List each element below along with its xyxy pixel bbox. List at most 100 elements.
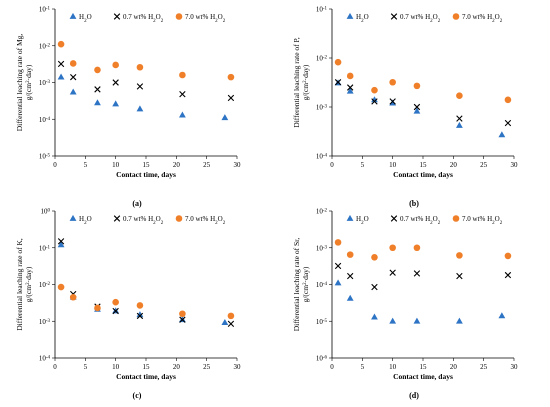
x-tick-label: 30 bbox=[234, 363, 242, 371]
x-tick-label: 10 bbox=[389, 363, 397, 371]
point-p70 bbox=[136, 63, 144, 71]
x-tick-label: 25 bbox=[480, 363, 488, 371]
point-p70 bbox=[112, 298, 119, 306]
x-tick-label: 5 bbox=[84, 363, 88, 371]
point-p07 bbox=[179, 316, 186, 323]
y-tick-label: 100 bbox=[41, 208, 51, 216]
y-axis-label-line2: g/(cm2·day) bbox=[24, 64, 33, 100]
y-tick-label: 10-1 bbox=[39, 244, 51, 252]
chart-panel-c: 10-4 10-3 10-2 10-1 100 0 5 10 15 20 25 30 Contact t… bbox=[15, 208, 241, 401]
x-tick-label: 5 bbox=[361, 363, 365, 371]
legend: H2O 0.7 wt% H2O2 7.0 wt% H2O2 bbox=[346, 12, 503, 24]
legend-x-marker bbox=[113, 13, 121, 20]
point-p70 bbox=[136, 302, 144, 309]
point-h2o bbox=[456, 317, 463, 324]
point-h2o bbox=[371, 313, 378, 320]
point-p07 bbox=[179, 91, 186, 98]
point-p07 bbox=[57, 238, 65, 245]
y-tick-label: 10-6 bbox=[316, 355, 328, 363]
point-p70 bbox=[69, 60, 77, 67]
legend-label-h2o: H2O bbox=[356, 13, 369, 24]
x-tick-label: 20 bbox=[450, 363, 458, 371]
point-h2o bbox=[112, 100, 120, 107]
y-tick-label: 10-4 bbox=[316, 281, 328, 289]
y-tick-label: 10-1 bbox=[316, 6, 328, 14]
point-h2o bbox=[346, 87, 354, 94]
legend-label-p70: 7.0 wt% H2O2 bbox=[462, 215, 503, 226]
point-h2o bbox=[413, 107, 421, 114]
legend-circle-marker bbox=[175, 215, 183, 222]
point-h2o bbox=[498, 312, 506, 319]
x-tick-label: 20 bbox=[450, 161, 458, 169]
point-p07 bbox=[136, 83, 144, 90]
x-tick-label: 25 bbox=[480, 161, 488, 169]
point-p07 bbox=[371, 283, 378, 291]
point-h2o bbox=[69, 88, 77, 95]
x-tick-label: 20 bbox=[173, 363, 181, 371]
legend: H2O 0.7 wt% H2O2 7.0 wt% H2O2 bbox=[69, 214, 226, 226]
legend-label-p07: 0.7 wt% H2O2 bbox=[123, 13, 164, 24]
point-h2o bbox=[136, 311, 144, 318]
point-p70 bbox=[69, 293, 77, 301]
point-p70 bbox=[57, 40, 65, 48]
x-axis-label: Contact time, days bbox=[116, 372, 176, 381]
panel-label: (b) bbox=[409, 199, 419, 208]
legend-x-marker bbox=[390, 13, 398, 20]
point-p70 bbox=[334, 239, 342, 246]
x-tick-label: 30 bbox=[511, 363, 519, 371]
point-h2o bbox=[498, 131, 506, 138]
panel-label: (c) bbox=[133, 391, 142, 400]
legend-circle-marker bbox=[452, 13, 460, 20]
point-p07 bbox=[347, 84, 354, 91]
point-p70 bbox=[94, 304, 101, 312]
x-tick-label: 5 bbox=[361, 161, 365, 169]
legend-label-p07: 0.7 wt% H2O2 bbox=[123, 215, 164, 226]
legend: H2O 0.7 wt% H2O2 7.0 wt% H2O2 bbox=[346, 214, 503, 226]
x-axis-label: Contact time, days bbox=[393, 372, 453, 381]
legend-label-h2o: H2O bbox=[79, 13, 92, 24]
point-p70 bbox=[334, 58, 342, 66]
y-tick-label: 10-5 bbox=[39, 153, 51, 161]
y-tick-label: 10-2 bbox=[39, 42, 51, 50]
y-tick-label: 10-4 bbox=[316, 153, 328, 161]
legend-triangle-marker bbox=[346, 214, 354, 221]
point-h2o bbox=[57, 73, 65, 80]
chart-panel-d: 10-6 10-5 10-4 10-3 10-2 0 5 10 15 20 25 30 Contact … bbox=[292, 208, 518, 401]
legend-label-p07: 0.7 wt% H2O2 bbox=[400, 215, 441, 226]
point-p70 bbox=[371, 253, 378, 261]
point-p07 bbox=[389, 98, 396, 105]
y-tick-label: 10-4 bbox=[39, 116, 51, 124]
point-p70 bbox=[346, 251, 354, 258]
point-p70 bbox=[179, 310, 186, 318]
point-p07 bbox=[57, 60, 65, 68]
legend-label-p70: 7.0 wt% H2O2 bbox=[462, 13, 503, 24]
x-tick-label: 30 bbox=[234, 161, 242, 169]
point-h2o bbox=[456, 121, 463, 128]
legend-label-p70: 7.0 wt% H2O2 bbox=[185, 13, 226, 24]
legend-label-h2o: H2O bbox=[79, 215, 92, 226]
point-p07 bbox=[227, 320, 235, 328]
point-p07 bbox=[389, 269, 396, 276]
x-tick-label: 10 bbox=[112, 161, 120, 169]
x-tick-label: 10 bbox=[389, 161, 397, 169]
x-tick-label: 15 bbox=[143, 161, 151, 169]
point-p07 bbox=[371, 98, 378, 105]
panel-label: (a) bbox=[132, 199, 142, 208]
x-axis-label: Contact time, days bbox=[393, 170, 453, 179]
x-tick-label: 15 bbox=[420, 161, 428, 169]
point-h2o bbox=[371, 96, 378, 103]
point-p07 bbox=[227, 94, 235, 102]
y-tick-label: 10-3 bbox=[316, 104, 328, 112]
point-h2o bbox=[346, 294, 354, 301]
y-tick-label: 10-4 bbox=[39, 355, 51, 363]
y-tick-label: 10-5 bbox=[316, 318, 328, 326]
point-p70 bbox=[456, 252, 463, 259]
y-tick-label: 10-2 bbox=[39, 281, 51, 289]
point-p70 bbox=[227, 312, 235, 320]
legend-x-marker bbox=[390, 215, 398, 222]
legend-circle-marker bbox=[175, 13, 183, 20]
point-p07 bbox=[334, 262, 342, 270]
panel-label: (d) bbox=[409, 391, 419, 400]
legend: H2O 0.7 wt% H2O2 7.0 wt% H2O2 bbox=[69, 12, 226, 24]
x-tick-label: 15 bbox=[420, 363, 428, 371]
